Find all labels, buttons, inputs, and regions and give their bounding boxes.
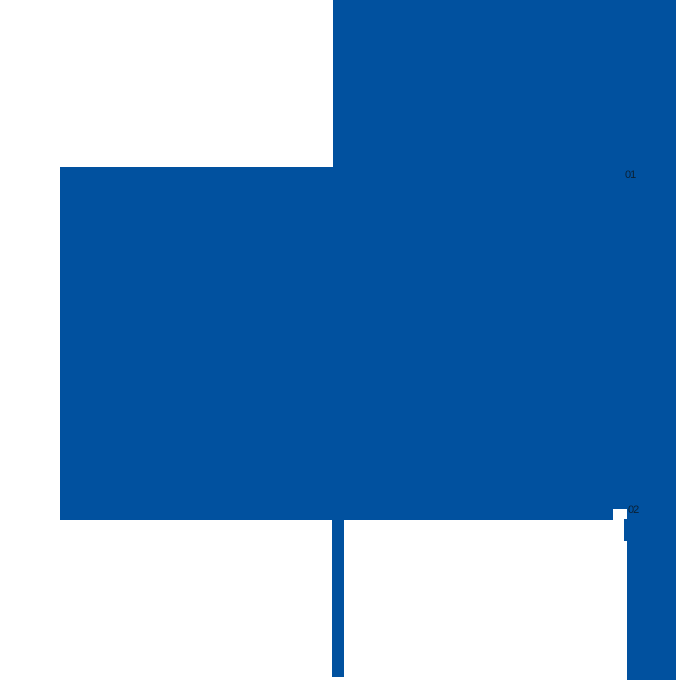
bar-lower-left: [332, 519, 344, 677]
block-bottom-right: [627, 519, 676, 680]
block-top-right: [333, 0, 676, 168]
block-main: [60, 167, 676, 520]
notch-tab: [624, 519, 633, 541]
glyph-top-label: 01: [625, 169, 636, 181]
glyph-bottom-label: 02: [628, 504, 639, 516]
notch-lower-right: [613, 509, 627, 521]
